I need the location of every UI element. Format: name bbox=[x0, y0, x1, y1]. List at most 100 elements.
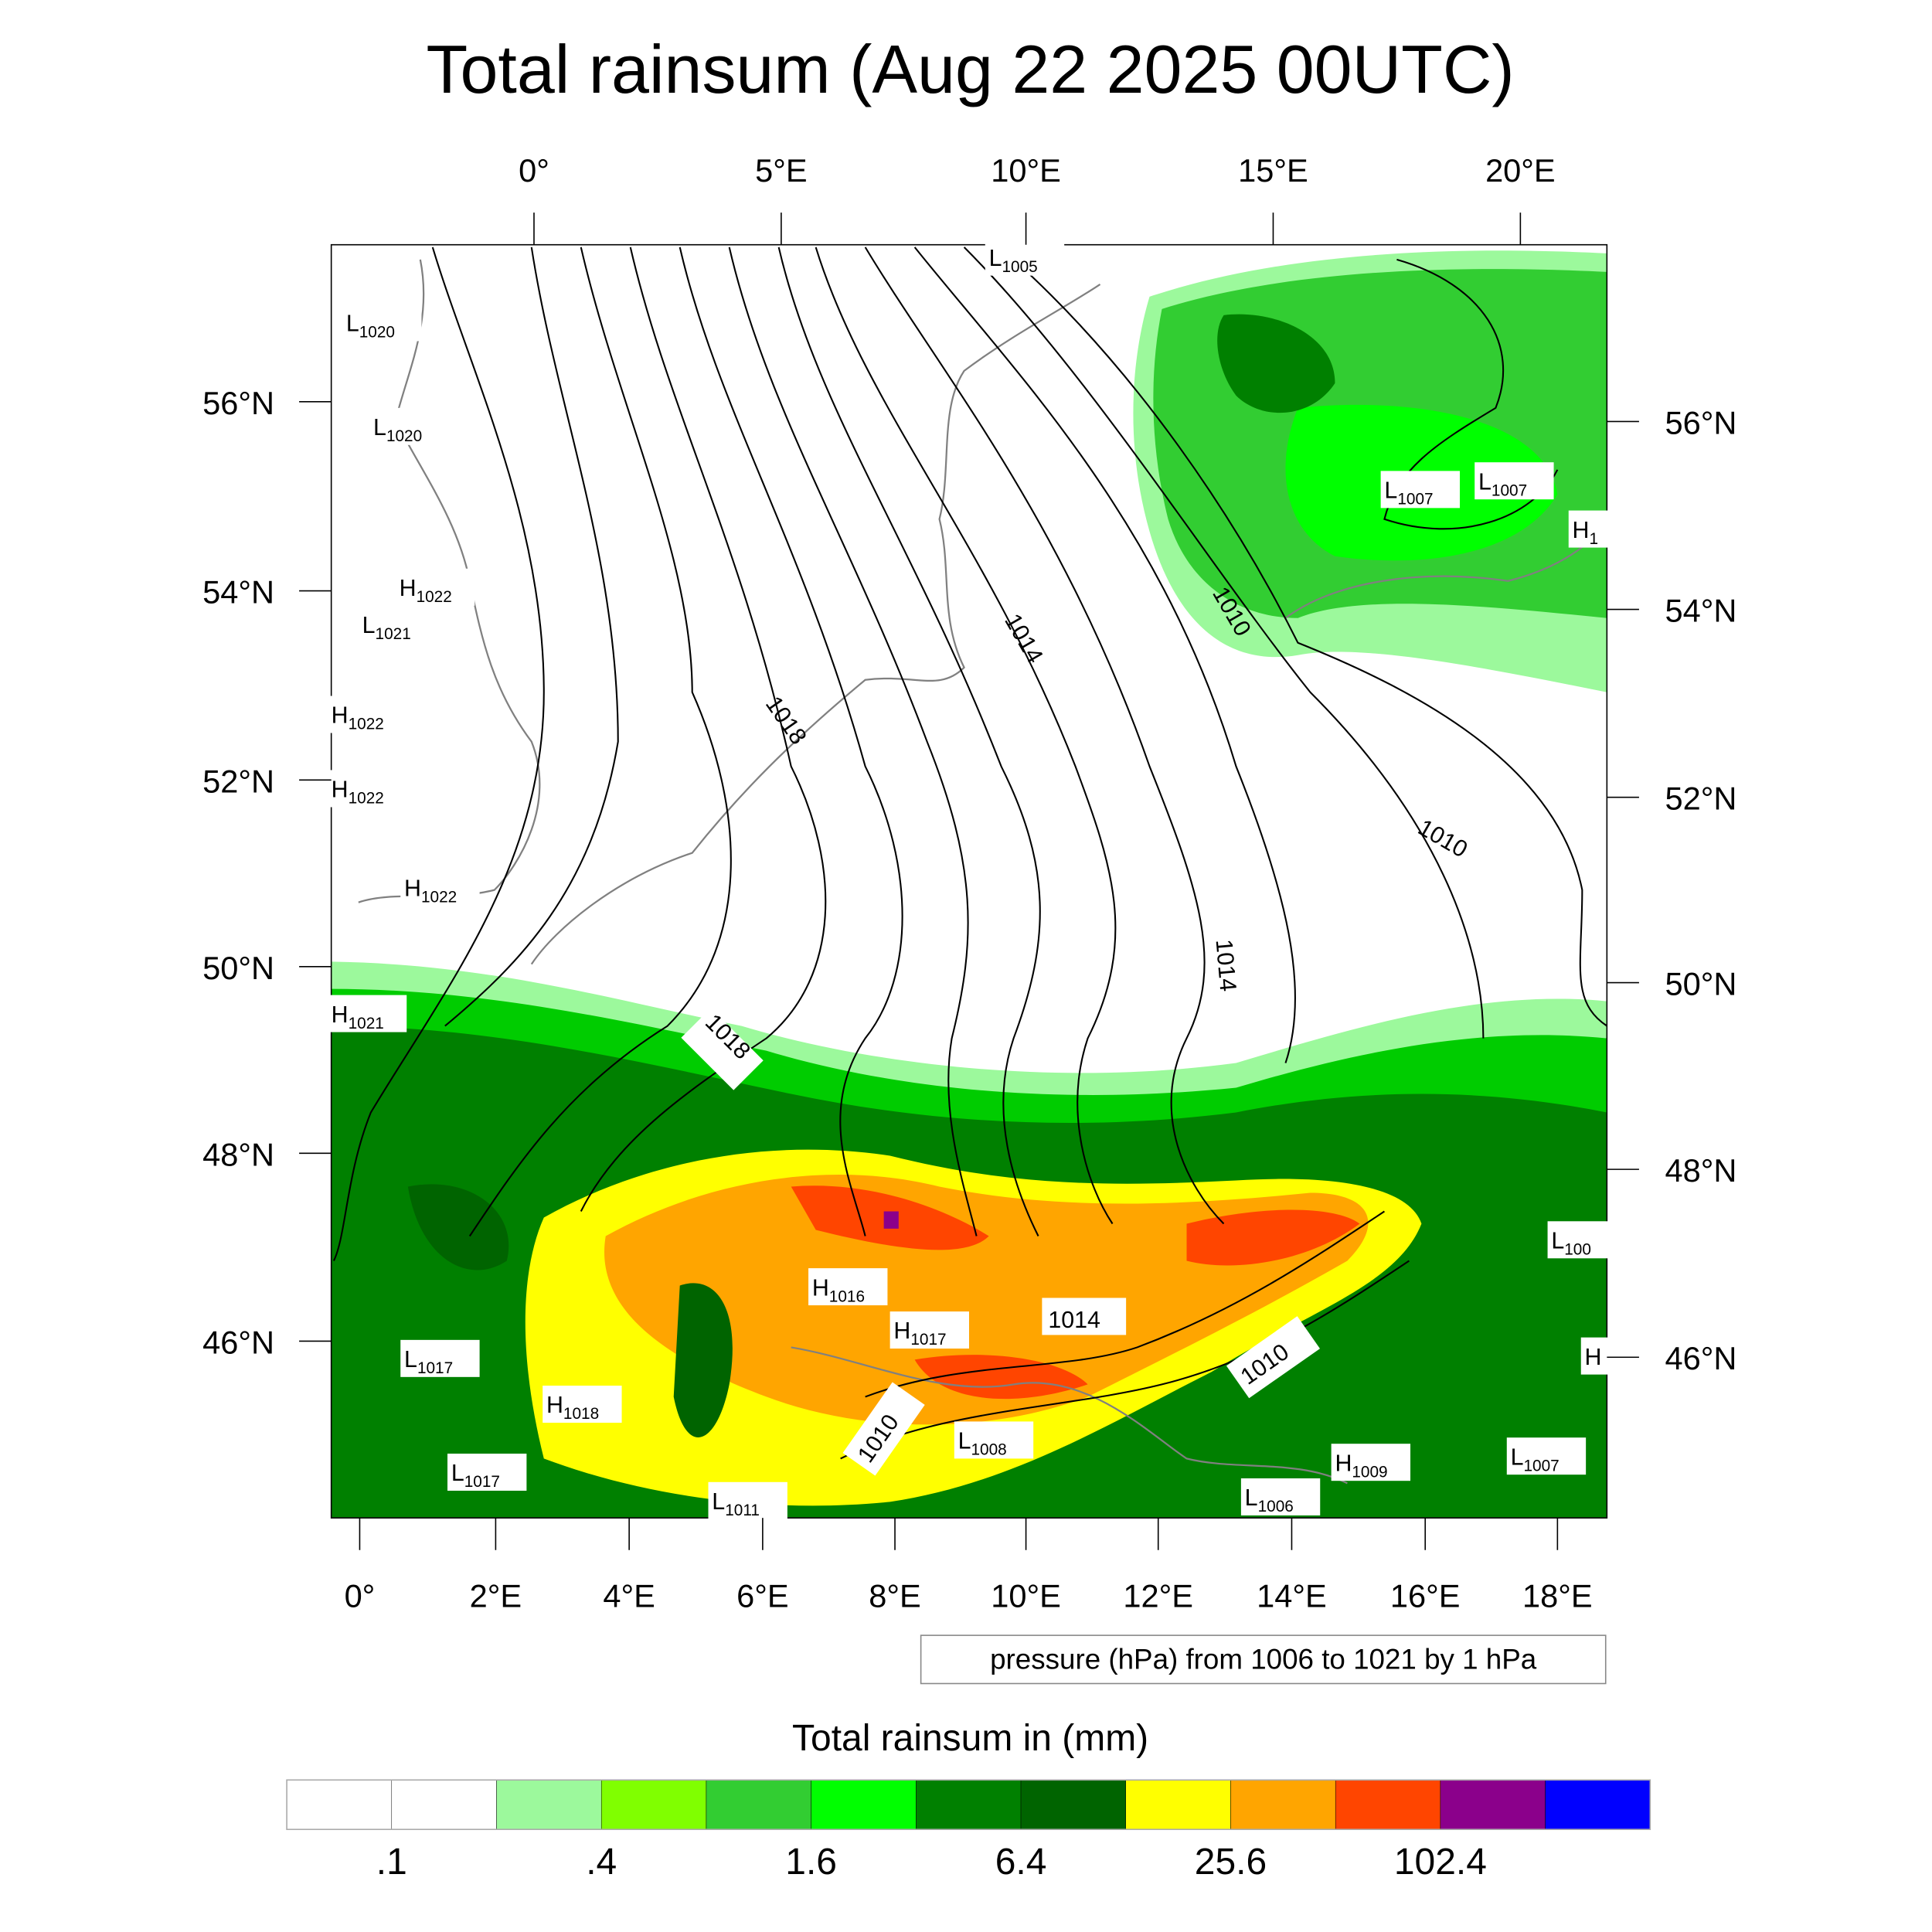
right-lat-label: 48°N bbox=[1665, 1152, 1737, 1189]
center-value: 1018 bbox=[563, 1405, 599, 1423]
rain-orange-core bbox=[604, 1175, 1369, 1425]
svg-text:L1007: L1007 bbox=[1384, 478, 1433, 509]
figure-title: Total rainsum (Aug 22 2025 00UTC) bbox=[427, 31, 1515, 107]
center-value: 1007 bbox=[1397, 491, 1433, 509]
bottom-lon-label: 14°E bbox=[1257, 1577, 1327, 1614]
colorbar-swatch bbox=[916, 1780, 1022, 1830]
svg-text:L1007: L1007 bbox=[1511, 1444, 1560, 1475]
bottom-lon-label: 8°E bbox=[869, 1577, 920, 1614]
top-lon-label: 10°E bbox=[991, 152, 1061, 189]
svg-text:L1017: L1017 bbox=[451, 1460, 500, 1491]
center-value: 1007 bbox=[1523, 1457, 1559, 1475]
svg-text:L1007: L1007 bbox=[1478, 468, 1527, 499]
pressure-center-high: H bbox=[1580, 1337, 1616, 1375]
rain-ne-dark bbox=[1217, 314, 1335, 413]
top-lon-label: 0° bbox=[519, 152, 549, 189]
pressure-center-high: H1022 bbox=[327, 696, 407, 733]
svg-text:L100: L100 bbox=[1551, 1227, 1591, 1258]
svg-text:H1018: H1018 bbox=[546, 1392, 599, 1423]
colorbar-swatch bbox=[1125, 1780, 1231, 1830]
left-lat-axis: 56°N 54°N 52°N 50°N 48°N 46°N bbox=[202, 385, 332, 1360]
center-type: L bbox=[451, 1460, 464, 1486]
center-value: 100 bbox=[1564, 1240, 1591, 1258]
pressure-center-high: H1022 bbox=[400, 869, 480, 906]
pressure-center-low: L1021 bbox=[358, 605, 438, 643]
center-value: 1020 bbox=[386, 427, 422, 445]
contour-label: 1014 bbox=[1048, 1307, 1100, 1333]
bottom-lon-label: 16°E bbox=[1390, 1577, 1461, 1614]
center-type: H bbox=[404, 876, 421, 902]
bottom-lon-label: 6°E bbox=[736, 1577, 788, 1614]
center-type: H bbox=[812, 1274, 829, 1301]
bottom-lon-label: 10°E bbox=[991, 1577, 1061, 1614]
svg-text:H1016: H1016 bbox=[812, 1274, 865, 1305]
center-value: 1021 bbox=[349, 1015, 384, 1032]
bottom-lon-label: 0° bbox=[345, 1577, 376, 1614]
center-type: L bbox=[1511, 1444, 1524, 1470]
contour-label: 1014 bbox=[1210, 938, 1241, 992]
left-lat-label: 50°N bbox=[202, 950, 274, 986]
svg-text:L1008: L1008 bbox=[958, 1428, 1007, 1459]
pressure-center-low: L1007 bbox=[1506, 1437, 1587, 1475]
pressure-center-low: L1007 bbox=[1475, 462, 1554, 499]
center-value: 1022 bbox=[417, 588, 452, 606]
colorbar-label: .4 bbox=[586, 1842, 617, 1883]
center-type: L bbox=[989, 245, 1002, 271]
colorbar-swatch bbox=[1545, 1780, 1651, 1830]
right-lat-label: 46°N bbox=[1665, 1340, 1737, 1376]
right-lat-label: 50°N bbox=[1665, 966, 1737, 1002]
center-type: H bbox=[332, 702, 349, 729]
center-type: H bbox=[332, 1002, 349, 1028]
svg-text:H1022: H1022 bbox=[332, 777, 384, 808]
pressure-center-low: L1017 bbox=[400, 1339, 480, 1377]
svg-text:L1006: L1006 bbox=[1245, 1485, 1294, 1515]
svg-text:L1005: L1005 bbox=[989, 245, 1038, 276]
center-value: 1017 bbox=[910, 1331, 946, 1349]
svg-text:L1011: L1011 bbox=[712, 1488, 760, 1519]
bottom-lon-label: 18°E bbox=[1522, 1577, 1593, 1614]
pressure-center-low: L1020 bbox=[342, 304, 422, 342]
left-lat-label: 52°N bbox=[202, 763, 274, 799]
svg-text:H1017: H1017 bbox=[893, 1318, 946, 1349]
colorbar-swatch bbox=[706, 1780, 811, 1830]
center-type: H bbox=[1335, 1450, 1352, 1476]
svg-text:L1017: L1017 bbox=[404, 1346, 453, 1377]
colorbar-swatch bbox=[1230, 1780, 1336, 1830]
center-type: H bbox=[1573, 517, 1590, 543]
colorbar-swatch bbox=[1020, 1780, 1127, 1830]
center-type: L bbox=[712, 1488, 725, 1515]
pressure-center-high: H1009 bbox=[1331, 1444, 1411, 1481]
svg-text:H: H bbox=[1585, 1344, 1602, 1370]
svg-text:L1020: L1020 bbox=[373, 414, 422, 445]
bottom-lon-label: 2°E bbox=[470, 1577, 522, 1614]
pressure-centers: L1005L1020L1020H1022L1021H1022H1022H1022… bbox=[327, 238, 1616, 1519]
center-type: L bbox=[404, 1346, 417, 1372]
colorbar-swatch bbox=[811, 1780, 917, 1830]
left-lat-label: 48°N bbox=[202, 1136, 274, 1172]
pressure-center-high: H1016 bbox=[808, 1268, 888, 1305]
center-type: H bbox=[546, 1392, 563, 1418]
left-lat-label: 46°N bbox=[202, 1324, 274, 1360]
center-value: 1007 bbox=[1492, 481, 1527, 499]
map-area bbox=[331, 244, 1607, 1519]
bottom-lon-label: 12°E bbox=[1123, 1577, 1193, 1614]
pressure-center-low: L100 bbox=[1547, 1221, 1616, 1258]
pressure-center-high: H1017 bbox=[889, 1311, 969, 1349]
center-value: 1017 bbox=[464, 1473, 500, 1491]
colorbar-swatch bbox=[391, 1780, 497, 1830]
center-type: L bbox=[1478, 468, 1492, 495]
colorbar-swatch bbox=[1335, 1780, 1441, 1830]
svg-text:L1021: L1021 bbox=[362, 612, 411, 643]
center-type: L bbox=[1551, 1227, 1564, 1253]
colorbar-label: .1 bbox=[376, 1842, 407, 1883]
center-type: H bbox=[400, 575, 417, 601]
bottom-lon-label: 4°E bbox=[603, 1577, 655, 1614]
axis-labels: 0° 5°E 10°E 15°E 20°E 56°N 54°N 52°N 50°… bbox=[202, 152, 1736, 1614]
pressure-center-low: L1008 bbox=[954, 1421, 1034, 1459]
rain-purple-spot bbox=[883, 1211, 899, 1229]
center-type: L bbox=[1384, 478, 1397, 504]
pressure-center-high: H1022 bbox=[395, 568, 475, 606]
center-type: H bbox=[332, 777, 349, 803]
center-type: L bbox=[958, 1428, 971, 1454]
